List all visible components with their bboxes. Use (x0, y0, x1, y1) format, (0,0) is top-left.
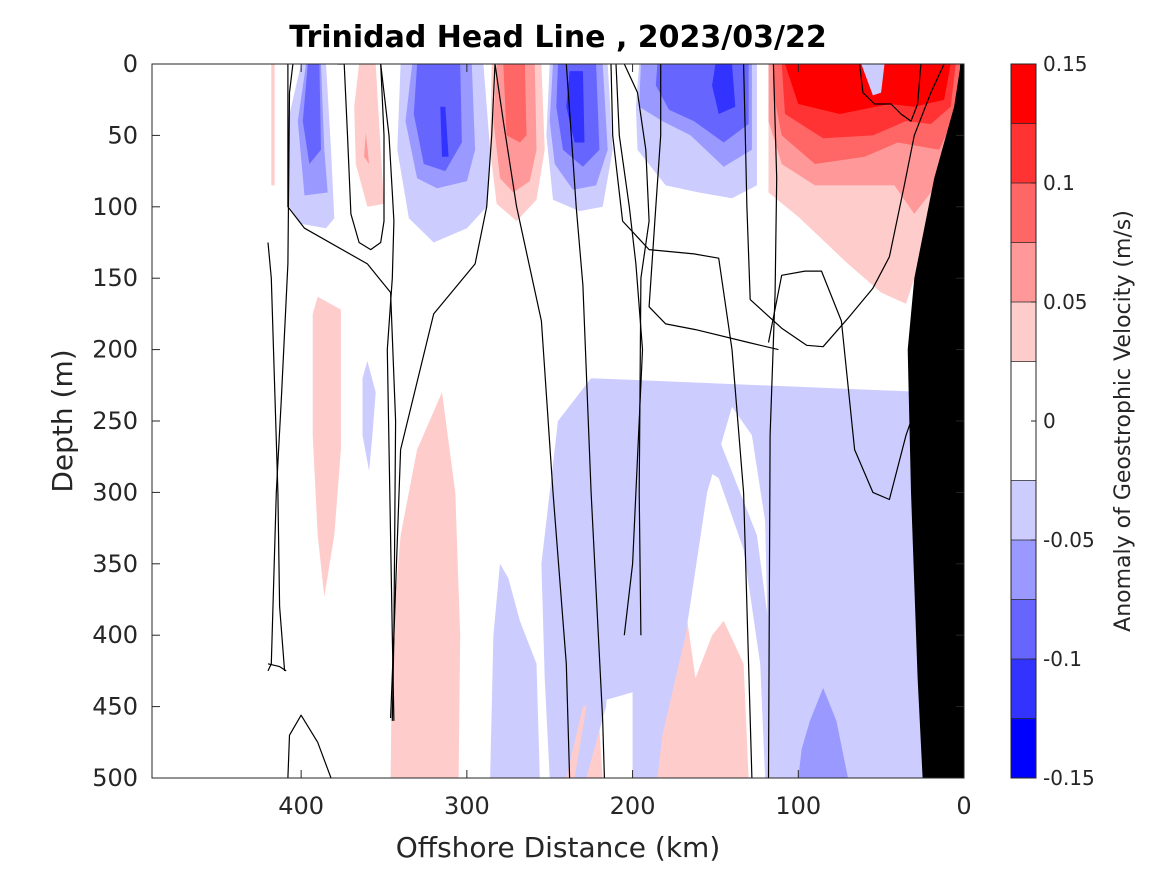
filled-region-8 (413, 64, 462, 172)
y-tick-label: 100 (92, 193, 138, 221)
colorbar-swatch-7 (1011, 242, 1036, 302)
filled-region-25 (785, 64, 951, 114)
y-tick-label: 250 (92, 407, 138, 435)
axes: 400 300 200 100 0 0 50 100 150 200 250 300 350 400 450… (92, 50, 971, 820)
contour-line-9 (565, 64, 605, 778)
colorbar-tick-label: -0.05 (1043, 528, 1095, 552)
y-tick-label: 0 (123, 50, 138, 78)
x-tick-label: 200 (610, 792, 656, 820)
colorbar-tick-label: 0.05 (1043, 290, 1088, 314)
chart-title: Trinidad Head Line , 2023/03/22 (289, 20, 826, 55)
colorbar-tick-label: 0.1 (1043, 171, 1075, 195)
x-tick-label: 300 (444, 792, 490, 820)
filled-region-5 (364, 132, 370, 164)
colorbar-swatch-1 (1011, 659, 1036, 719)
y-tick-label: 50 (107, 121, 138, 149)
contour-line-12 (615, 64, 644, 636)
y-axis-label: Depth (m) (46, 349, 79, 492)
colorbar-swatch-6 (1011, 302, 1036, 362)
y-tick-label: 300 (92, 478, 138, 506)
filled-region-3 (302, 64, 321, 164)
colorbar-tick-label: -0.15 (1043, 766, 1095, 790)
filled-region-28 (362, 361, 376, 471)
colorbar-swatch-4 (1011, 480, 1036, 540)
contour-line-11 (623, 64, 650, 636)
contour-line-1 (267, 663, 287, 672)
filled-region-12 (503, 64, 527, 143)
contour-line-8 (494, 64, 571, 778)
bathymetry-mask (907, 64, 964, 778)
colorbar-tick-label: 0.15 (1043, 52, 1088, 76)
contour-line-14 (648, 64, 779, 351)
colorbar-tick-label: -0.1 (1043, 647, 1082, 671)
filled-region-29 (390, 392, 461, 778)
colorbar-swatch-2 (1011, 599, 1036, 659)
colorbar-swatch-0 (1011, 718, 1036, 778)
colorbar-swatch-9 (1011, 123, 1036, 183)
contour-line-3 (287, 714, 332, 778)
colorbar-swatch-3 (1011, 540, 1036, 600)
y-tick-label: 350 (92, 550, 138, 578)
colorbar-tick-label: 0 (1043, 409, 1056, 433)
contour-line-7 (391, 64, 496, 721)
colorbar: 0.15 0.1 0.05 0 -0.05 -0.1 -0.15 (1010, 52, 1095, 790)
filled-region-4 (354, 64, 384, 207)
colorbar-swatch-8 (1011, 183, 1036, 243)
contour-line-10 (610, 64, 753, 778)
x-tick-label: 0 (956, 792, 971, 820)
contour-line-2 (267, 64, 294, 672)
filled-region-9 (440, 106, 449, 157)
y-tick-label: 150 (92, 264, 138, 292)
filled-region-26 (861, 64, 885, 96)
filled-region-0 (271, 64, 275, 186)
contour-line-13 (743, 64, 945, 348)
y-tick-label: 400 (92, 621, 138, 649)
contour-line-17 (859, 64, 922, 122)
filled-region-35 (798, 688, 848, 778)
colorbar-swatch-10 (1011, 64, 1036, 124)
colorbar-label: Anomaly of Geostrophic Velocity (m/s) (1111, 210, 1136, 632)
contour-line-15 (767, 64, 778, 778)
plot-area (152, 64, 964, 778)
x-tick-label: 100 (775, 792, 821, 820)
x-axis-label: Offshore Distance (km) (396, 831, 721, 864)
y-tick-label: 450 (92, 693, 138, 721)
contour-line-4 (287, 64, 397, 719)
filled-region-20 (712, 64, 736, 114)
contour-line-0 (267, 242, 286, 671)
y-tick-label: 500 (92, 764, 138, 792)
contour-line-5 (337, 64, 385, 251)
filled-region-27 (312, 296, 341, 597)
filled-region-30 (490, 563, 540, 778)
y-tick-label: 200 (92, 336, 138, 364)
x-tick-label: 400 (278, 792, 324, 820)
contour-line-6 (380, 64, 395, 721)
